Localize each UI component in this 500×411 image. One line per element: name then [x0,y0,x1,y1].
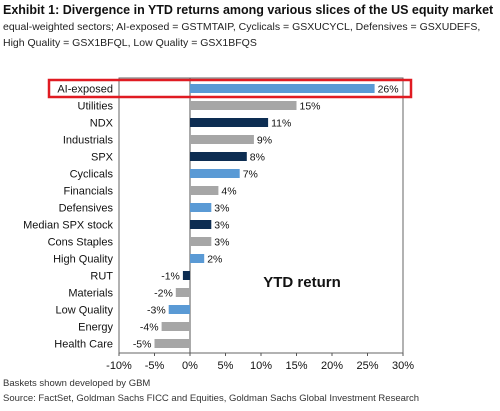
category-label: Industrials [63,135,114,147]
category-label: AI-exposed [57,84,113,96]
bar [190,169,240,178]
x-tick-label: 10% [250,360,272,372]
bar [190,135,254,144]
data-label: 26% [378,84,399,96]
category-label: Cyclicals [70,169,114,181]
category-label: Financials [63,186,113,198]
highlight-box [47,78,413,99]
bar [190,254,205,263]
category-label: RUT [90,271,113,283]
data-label: -4% [140,322,159,334]
category-label: Energy [78,322,113,334]
chart-annotation: YTD return [263,274,341,291]
x-tick-label: 25% [356,360,378,372]
bar [190,152,247,161]
data-label: 3% [214,237,229,249]
category-label: Cons Staples [48,237,114,249]
category-label: High Quality [53,254,113,266]
category-label: Defensives [59,203,114,215]
bar [190,118,269,127]
category-label: SPX [91,152,114,164]
data-label: -1% [161,271,180,283]
data-label: -5% [133,339,152,351]
x-tick-label: 30% [392,360,414,372]
bar [190,186,219,195]
bar [190,101,297,110]
x-tick-label: -5% [145,360,165,372]
chart-subtitle: equal-weighted sectors; AI-exposed = GST… [3,21,481,49]
bar [190,84,375,93]
x-tick-label: 5% [218,360,234,372]
category-label: NDX [90,118,114,130]
data-label: -3% [147,305,166,317]
data-label: 2% [207,254,222,266]
data-label: 4% [221,186,236,198]
category-label: Median SPX stock [23,220,113,232]
data-label: 15% [300,101,321,113]
plot-area: AI-exposed 26% Utilities 15% NDX 11% Industria… [23,77,414,372]
footer-note: Baskets shown developed by GBM [3,378,151,389]
data-label: 8% [250,152,265,164]
data-label: 7% [243,169,258,181]
category-label: Utilities [78,101,114,113]
bar [161,322,190,331]
bar [190,220,212,229]
x-tick-label: 20% [321,360,343,372]
bar [175,288,190,297]
data-label: 3% [214,203,229,215]
chart-header: Exhibit 1: Divergence in YTD returns amo… [3,2,497,51]
data-label: 9% [257,135,272,147]
bar [168,305,190,314]
data-label: 3% [214,220,229,232]
bar [182,271,190,280]
x-tick-label: 0% [182,360,198,372]
category-label: Low Quality [56,305,114,317]
x-tick-label: -10% [106,360,132,372]
bar [154,339,190,348]
chart-footer: Baskets shown developed by GBM Source: F… [3,376,497,406]
bar [190,203,212,212]
category-label: Health Care [54,339,113,351]
x-tick-label: 15% [285,360,307,372]
data-label: 11% [271,118,291,130]
bar [190,237,212,246]
category-label: Materials [68,288,113,300]
chart-title: Exhibit 1: Divergence in YTD returns amo… [3,3,494,17]
data-label: -2% [154,288,173,300]
footer-source: Source: FactSet, Goldman Sachs FICC and … [3,393,420,404]
